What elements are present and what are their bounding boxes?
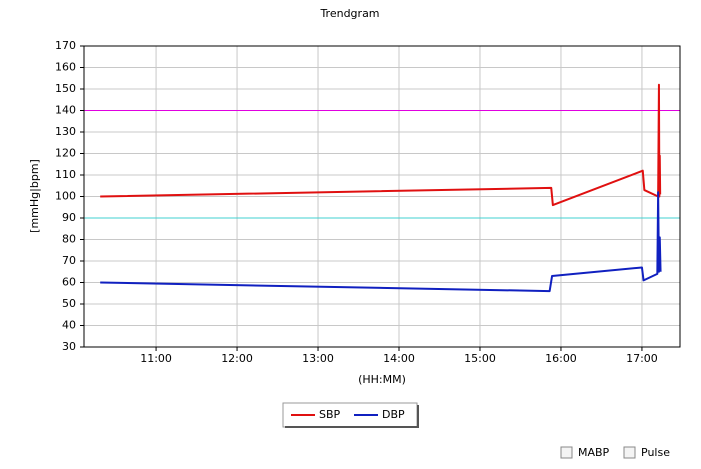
legend-label: SBP xyxy=(319,408,341,421)
x-tick-label: 17:00 xyxy=(626,352,658,365)
x-tick-label: 11:00 xyxy=(140,352,172,365)
y-tick-label: 170 xyxy=(55,39,76,52)
x-tick-label: 12:00 xyxy=(221,352,253,365)
y-tick-label: 150 xyxy=(55,82,76,95)
y-tick-label: 130 xyxy=(55,125,76,138)
legend-label: DBP xyxy=(382,408,405,421)
y-axis-label: [mmHg|bpm] xyxy=(28,159,41,233)
y-tick-label: 40 xyxy=(62,319,76,332)
series-line xyxy=(100,83,662,207)
y-tick-label: 110 xyxy=(55,168,76,181)
checkbox-box[interactable] xyxy=(560,446,573,459)
x-tick-label: 14:00 xyxy=(383,352,415,365)
checkbox-label[interactable]: Pulse xyxy=(641,446,670,459)
y-tick-label: 160 xyxy=(55,61,76,74)
x-tick-label: 16:00 xyxy=(545,352,577,365)
checkbox-box[interactable] xyxy=(623,446,636,459)
chart-title: Trendgram xyxy=(319,7,379,20)
series-line xyxy=(100,191,662,293)
y-tick-label: 100 xyxy=(55,190,76,203)
y-tick-label: 70 xyxy=(62,254,76,267)
x-axis-label: (HH:MM) xyxy=(358,373,406,386)
checkbox[interactable]: Pulse xyxy=(623,446,670,459)
y-tick-label: 90 xyxy=(62,211,76,224)
x-tick-label: 13:00 xyxy=(302,352,334,365)
y-tick-label: 30 xyxy=(62,340,76,353)
x-tick-label: 15:00 xyxy=(464,352,496,365)
y-tick-label: 120 xyxy=(55,147,76,160)
y-tick-label: 80 xyxy=(62,233,76,246)
y-tick-label: 60 xyxy=(62,276,76,289)
y-tick-label: 140 xyxy=(55,104,76,117)
y-tick-label: 50 xyxy=(62,297,76,310)
checkbox-label[interactable]: MABP xyxy=(578,446,610,459)
plot-frame xyxy=(83,45,681,348)
checkbox[interactable]: MABP xyxy=(560,446,610,459)
